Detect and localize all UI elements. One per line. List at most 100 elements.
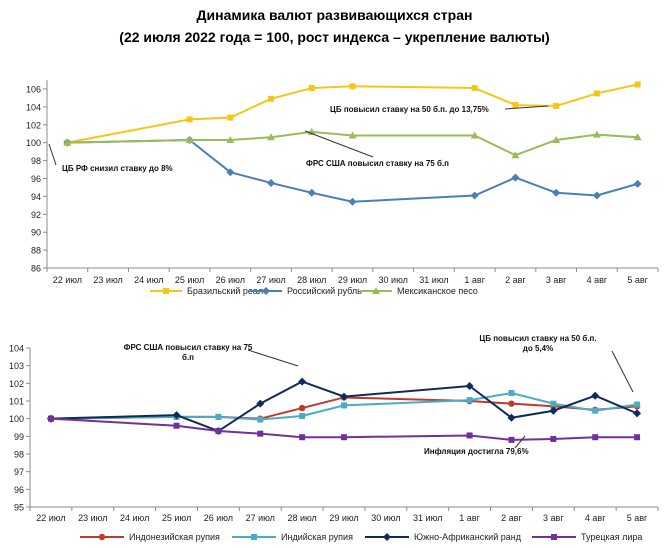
data-point	[215, 413, 222, 420]
x-tick-label: 27 июл	[246, 513, 275, 523]
x-tick-label: 28 июл	[297, 275, 326, 285]
x-tick-label: 23 июл	[78, 513, 107, 523]
y-tick-label: 99	[14, 432, 24, 442]
chart-title: Динамика валют развивающихся стран	[196, 7, 473, 23]
legend-item: Индийская рупия	[232, 532, 353, 542]
data-point	[257, 430, 264, 437]
y-tick-label: 104	[26, 102, 41, 112]
legend-label: Бразильский реал	[187, 286, 263, 296]
legend-item: Турецкая лира	[532, 532, 642, 542]
x-tick-label: 24 июл	[134, 275, 163, 285]
data-point	[470, 191, 479, 200]
x-tick-label: 22 июл	[53, 275, 82, 285]
chart-1: 86 88 90 92 94 96 98 100 102 104 106 22 июл 23 июл 24…	[26, 80, 659, 296]
data-point	[508, 400, 515, 407]
data-point	[251, 534, 257, 540]
data-point	[256, 399, 265, 408]
y-tick-label: 94	[31, 192, 41, 202]
data-point	[471, 85, 478, 92]
data-point	[215, 428, 222, 435]
data-point	[341, 402, 347, 409]
y-tick-label: 90	[31, 228, 41, 238]
legend-label: Индонезийская рупия	[129, 532, 220, 542]
data-point	[98, 533, 106, 541]
data-point	[593, 90, 600, 97]
annotation-label: ЦБ повысил ставку на 50 б.п. до 5,4%	[479, 334, 596, 353]
x-tick-label: 22 июл	[36, 513, 65, 523]
legend-label: Российский рубль	[287, 286, 362, 296]
data-point	[299, 434, 306, 441]
data-point	[172, 411, 181, 420]
x-tick-label: 27 июл	[256, 275, 285, 285]
data-point	[173, 422, 180, 429]
data-point	[634, 401, 641, 408]
x-tick-label: 1 авг	[459, 513, 480, 523]
data-point	[163, 288, 169, 294]
data-point	[508, 436, 515, 443]
data-point	[550, 435, 557, 442]
data-point	[267, 178, 276, 187]
data-point	[633, 179, 642, 188]
annotation-label: ФРС США повысил ставку на 75 б.п	[124, 343, 253, 362]
y-tick-label: 100	[9, 414, 24, 424]
data-point	[511, 151, 520, 159]
y-tick-label: 97	[14, 467, 24, 477]
data-point	[257, 416, 264, 423]
data-point	[592, 434, 599, 441]
data-point	[298, 404, 306, 412]
x-tick-label: 3 авг	[546, 275, 567, 285]
legend-label: Мексиканское песо	[397, 286, 478, 296]
annotation-leader	[247, 349, 299, 367]
annotation-leader	[48, 143, 57, 166]
legend-item: Южно-Африканский ранд	[365, 532, 522, 542]
annotation-label: Инфляция достигла 79,6%	[424, 447, 529, 456]
annotation-leader	[304, 130, 374, 158]
data-point	[592, 130, 601, 138]
x-tick-label: 4 авг	[587, 275, 608, 285]
data-point	[507, 413, 516, 422]
x-tick-label: 1 авг	[464, 275, 485, 285]
y-tick-label: 88	[31, 246, 41, 256]
data-point	[268, 95, 275, 102]
annotation-label: ЦБ повысил ставку на 50 б.п. до 13,75%	[330, 105, 489, 114]
data-point	[633, 409, 642, 418]
y-tick-label: 102	[26, 120, 41, 130]
data-point	[226, 135, 235, 143]
y-tick-label: 102	[9, 379, 24, 389]
data-point	[633, 133, 642, 141]
data-point	[550, 400, 557, 407]
data-point	[466, 432, 473, 439]
x-tick-label: 2 авг	[505, 275, 526, 285]
y-tick-label: 92	[31, 210, 41, 220]
x-tick-label: 5 авг	[627, 513, 648, 523]
x-tick-label: 26 июл	[204, 513, 233, 523]
chart-subtitle: (22 июля 2022 года = 100, рост индекса –…	[119, 29, 550, 45]
data-point	[226, 168, 235, 177]
x-tick-label: 29 июл	[329, 513, 358, 523]
annotation-leader	[514, 435, 526, 449]
x-tick-label: 30 июл	[371, 513, 400, 523]
data-point	[383, 533, 391, 541]
data-point	[262, 287, 270, 295]
data-point	[508, 390, 515, 397]
y-tick-label: 86	[31, 264, 41, 274]
y-tick-label: 101	[9, 397, 24, 407]
y-tick-label: 103	[9, 361, 24, 371]
data-point	[348, 131, 357, 139]
data-point	[308, 85, 315, 92]
x-tick-label: 25 июл	[162, 513, 191, 523]
data-point	[340, 392, 348, 401]
x-tick-label: 28 июл	[287, 513, 316, 523]
data-point	[592, 407, 599, 414]
data-point	[470, 131, 479, 139]
legend-item: Индонезийская рупия	[80, 532, 220, 542]
annotation-leader	[504, 105, 549, 110]
x-tick-label: 24 июл	[120, 513, 149, 523]
x-tick-label: 25 июл	[175, 275, 204, 285]
data-point	[186, 116, 193, 123]
title-block: Динамика валют развивающихся стран (22 и…	[0, 4, 669, 48]
data-point	[553, 102, 560, 109]
x-tick-label: 4 авг	[585, 513, 606, 523]
y-tick-label: 104	[9, 344, 24, 354]
